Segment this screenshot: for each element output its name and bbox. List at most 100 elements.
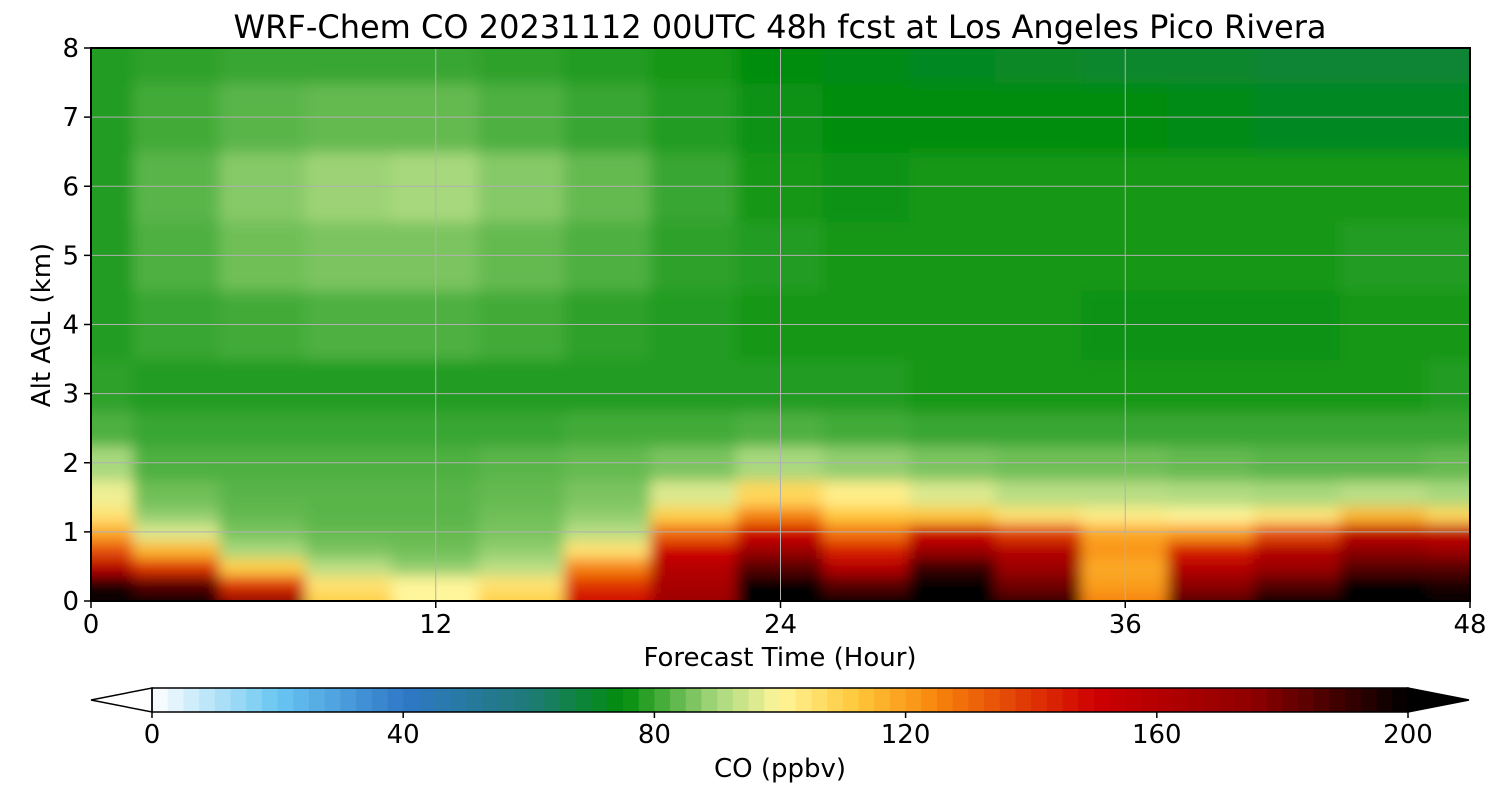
colorbar-segment bbox=[717, 688, 734, 712]
x-tick-label: 24 bbox=[764, 610, 797, 640]
colorbar-segment bbox=[748, 688, 765, 712]
co-cell bbox=[219, 574, 308, 594]
colorbar-segment bbox=[481, 688, 498, 712]
colorbar-segment bbox=[1219, 688, 1236, 712]
co-cell bbox=[477, 409, 567, 447]
colorbar-segment bbox=[1031, 688, 1048, 712]
co-cell bbox=[91, 479, 136, 507]
y-tick-label: 3 bbox=[62, 380, 79, 410]
co-cell bbox=[133, 358, 222, 412]
co-cell bbox=[133, 504, 222, 525]
colorbar-segment bbox=[403, 688, 420, 712]
co-cell bbox=[650, 574, 739, 594]
x-axis-label: Forecast Time (Hour) bbox=[643, 643, 916, 673]
co-cell bbox=[477, 358, 567, 412]
co-cell bbox=[1253, 574, 1342, 594]
colorbar-tick-label: 80 bbox=[638, 720, 671, 750]
co-cell bbox=[908, 48, 997, 84]
y-tick-label: 4 bbox=[62, 311, 79, 341]
colorbar-segment bbox=[937, 688, 954, 712]
co-cell bbox=[564, 504, 653, 525]
colorbar-segment bbox=[654, 688, 671, 712]
co-cell bbox=[994, 574, 1084, 594]
colorbar-segment bbox=[434, 688, 451, 712]
co-cell bbox=[305, 479, 394, 507]
co-cell bbox=[908, 409, 997, 447]
co-cell bbox=[219, 479, 308, 507]
colorbar-segment bbox=[1125, 688, 1142, 712]
colorbar-segment bbox=[984, 688, 1001, 712]
x-tick-label: 36 bbox=[1109, 610, 1142, 640]
colorbar-segment bbox=[889, 688, 907, 712]
colorbar-segment bbox=[1078, 688, 1095, 712]
co-cell bbox=[305, 358, 394, 412]
colorbar-segment bbox=[214, 688, 232, 712]
colorbar-segment bbox=[701, 688, 718, 712]
co-cell bbox=[219, 48, 308, 84]
co-cell bbox=[822, 409, 911, 447]
co-cell bbox=[91, 591, 136, 601]
colorbar-segment bbox=[356, 688, 373, 712]
co-cell bbox=[650, 556, 739, 577]
co-cell bbox=[822, 574, 911, 594]
co-cell bbox=[1425, 409, 1470, 447]
colorbar-tick-label: 0 bbox=[144, 720, 161, 750]
colorbar-segment bbox=[309, 688, 326, 712]
colorbar-segment bbox=[1172, 688, 1189, 712]
co-cell bbox=[822, 504, 911, 525]
colorbar-segment bbox=[811, 688, 828, 712]
co-cell bbox=[133, 574, 222, 594]
colorbar-segment bbox=[1266, 688, 1283, 712]
co-cell bbox=[219, 539, 308, 559]
colorbar-segment bbox=[591, 688, 608, 712]
co-cell bbox=[1425, 358, 1470, 412]
co-cell bbox=[1167, 591, 1256, 601]
colorbar-segment bbox=[764, 688, 781, 712]
colorbar-segment bbox=[1062, 688, 1079, 712]
co-cell bbox=[1253, 556, 1342, 577]
colorbar-segment bbox=[246, 688, 263, 712]
co-cell bbox=[908, 574, 997, 594]
colorbar-segment bbox=[638, 688, 655, 712]
co-cell bbox=[91, 556, 136, 577]
x-tick-label: 48 bbox=[1453, 610, 1486, 640]
colorbar-segment bbox=[1203, 688, 1221, 712]
co-cell bbox=[305, 556, 394, 577]
co-cell bbox=[994, 556, 1084, 577]
co-cell bbox=[305, 48, 394, 84]
colorbar-segment bbox=[1046, 688, 1064, 712]
co-cell bbox=[650, 539, 739, 559]
co-cell bbox=[650, 358, 739, 412]
colorbar-tick-label: 160 bbox=[1132, 720, 1182, 750]
colorbar-segment bbox=[513, 688, 530, 712]
colorbar-segment bbox=[842, 688, 860, 712]
co-cell bbox=[1253, 504, 1342, 525]
colorbar-segment bbox=[968, 688, 985, 712]
co-cell bbox=[1167, 556, 1256, 577]
co-cell bbox=[1167, 358, 1256, 412]
grid-lines bbox=[91, 48, 1470, 601]
colorbar-tick-label: 40 bbox=[387, 720, 420, 750]
co-cell bbox=[1167, 479, 1256, 507]
plot-area bbox=[90, 47, 1471, 602]
colorbar-segment bbox=[623, 688, 640, 712]
co-cell bbox=[1339, 479, 1428, 507]
co-cell bbox=[133, 556, 222, 577]
colorbar-segment bbox=[1376, 688, 1393, 712]
co-cell bbox=[564, 591, 653, 601]
co-cell bbox=[822, 539, 911, 559]
co-cell bbox=[650, 48, 739, 84]
y-tick-label: 6 bbox=[62, 172, 79, 202]
co-cell bbox=[564, 574, 653, 594]
co-cell bbox=[305, 574, 394, 594]
y-tick-label: 5 bbox=[62, 241, 79, 271]
colorbar-segment bbox=[874, 688, 891, 712]
colorbar-segment bbox=[560, 688, 577, 712]
x-tick-label: 12 bbox=[419, 610, 452, 640]
co-cell bbox=[1253, 479, 1342, 507]
co-cell bbox=[822, 591, 911, 601]
co-cell bbox=[477, 479, 567, 507]
co-cell bbox=[1253, 591, 1342, 601]
co-cell bbox=[133, 409, 222, 447]
co-cell bbox=[305, 504, 394, 525]
